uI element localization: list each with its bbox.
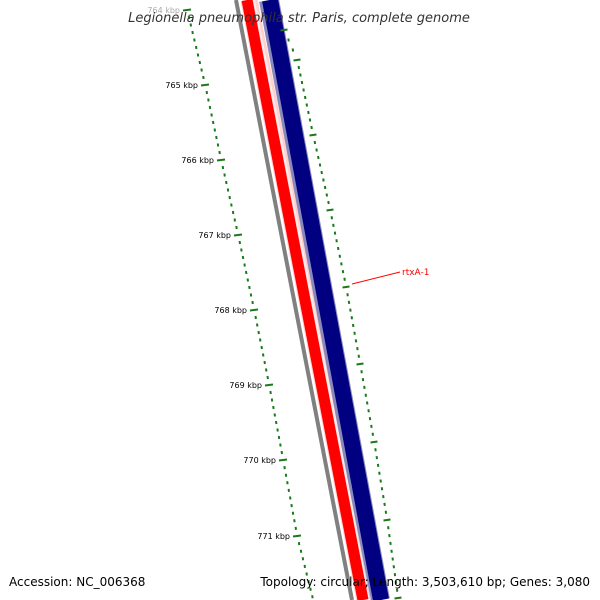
major-tick [278, 458, 288, 462]
major-tick-outer [383, 518, 391, 522]
major-tick [182, 8, 192, 12]
major-tick-outer [326, 208, 334, 212]
tick-label: 766 kbp [181, 156, 214, 165]
gene-label-leader [351, 271, 401, 285]
tick-label: 764 kbp [147, 6, 180, 15]
major-tick-outer [293, 58, 301, 62]
major-tick-outer [342, 285, 350, 289]
major-tick [292, 534, 302, 538]
major-tick-outer [394, 596, 402, 600]
track-layer [234, 0, 390, 600]
major-tick-outer [370, 440, 378, 444]
track-reverse-strand-cds [241, 0, 369, 600]
tick-label: 770 kbp [243, 456, 276, 465]
gene-label-rtxA-1: rtxA-1 [402, 268, 430, 278]
map-title: Legionella pneumophila str. Paris, compl… [128, 11, 470, 26]
major-tick-outer [280, 28, 288, 32]
tick-label: 765 kbp [165, 81, 198, 90]
major-tick-outer [356, 362, 364, 366]
major-tick-outer [309, 133, 317, 137]
tick-label: 771 kbp [257, 532, 290, 541]
track-backbone [234, 0, 354, 600]
tick-label: 769 kbp [229, 381, 262, 390]
tick-label: 768 kbp [214, 306, 247, 315]
major-tick [200, 83, 210, 87]
track-forward-strand-cds [262, 0, 389, 600]
scale-ticks: 764 kbp 765 kbp 766 kbp 767 kbp 768 kbp 769 k… [147, 6, 402, 600]
tick-label: 767 kbp [198, 231, 231, 240]
accession-label: Accession: NC_006368 [9, 575, 145, 589]
track-highlight-reverse [253, 0, 371, 600]
genome-summary: Topology: circular; Length: 3,503,610 bp… [259, 575, 590, 589]
major-tick [264, 383, 274, 387]
major-tick [216, 158, 226, 162]
major-tick [233, 233, 243, 237]
major-tick [249, 308, 259, 312]
